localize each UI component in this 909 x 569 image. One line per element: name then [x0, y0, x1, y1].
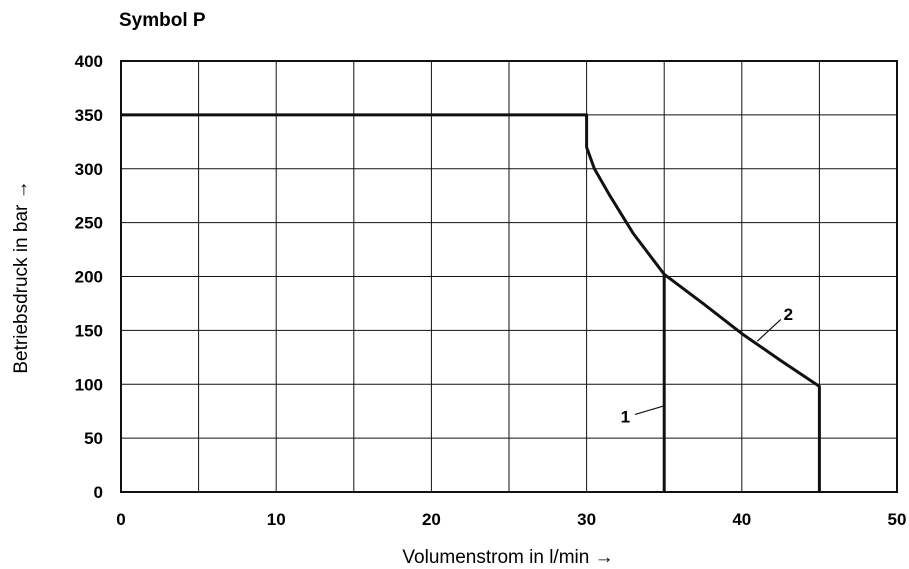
y-tick-label: 200 [75, 268, 103, 287]
y-tick-label: 350 [75, 106, 103, 125]
series-line-1 [121, 113, 666, 492]
chart-title: Symbol P [119, 10, 206, 31]
series-lines [121, 113, 821, 492]
y-axis-label: Betriebsdruck in bar → [11, 180, 32, 373]
annotations: 12 [621, 305, 793, 426]
y-tick-label: 0 [94, 483, 103, 502]
y-tick-label: 250 [75, 214, 103, 233]
x-tick-label: 0 [116, 510, 125, 529]
y-tick-label: 100 [75, 375, 103, 394]
series-line-2 [663, 273, 821, 492]
plot-frame [120, 60, 898, 493]
x-tick-label: 40 [732, 510, 751, 529]
grid [121, 61, 897, 492]
annotation-leader [634, 405, 665, 416]
annotation-label: 2 [784, 305, 793, 324]
tick-labels: 0 10 20 30 40 50 0 50 100 150 200 250 300 350 400 [75, 52, 907, 529]
annotation-label: 1 [621, 408, 630, 427]
y-tick-label: 400 [75, 52, 103, 71]
y-tick-label: 50 [84, 429, 103, 448]
x-tick-label: 30 [577, 510, 596, 529]
annotation-leader [756, 319, 782, 342]
x-axis-label: Volumenstrom in l/min → [402, 547, 613, 568]
x-tick-label: 20 [422, 510, 441, 529]
y-tick-label: 300 [75, 160, 103, 179]
y-tick-label: 150 [75, 321, 103, 340]
x-tick-label: 50 [888, 510, 907, 529]
x-tick-label: 10 [267, 510, 286, 529]
